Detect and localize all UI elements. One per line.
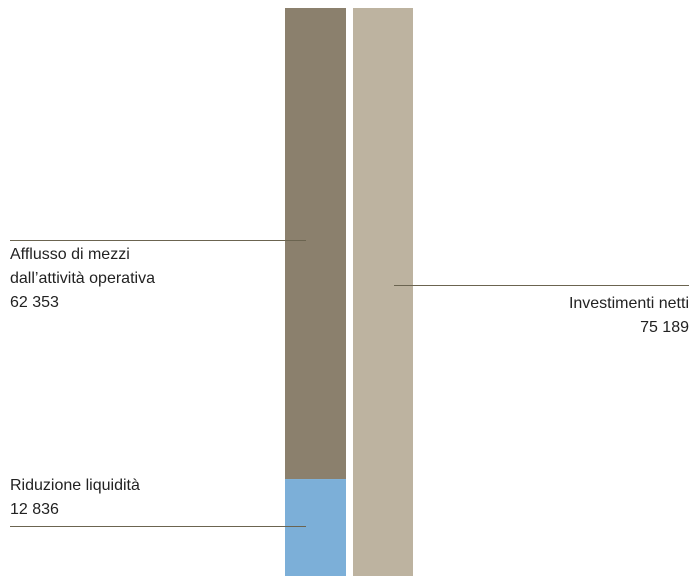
label-net-investments-line1: Investimenti netti (568, 295, 689, 312)
bar-segment-liquidity-reduction (285, 479, 346, 576)
label-net-investments: Investimenti netti 75 189 (569, 292, 689, 340)
bar-segment-net-investments (353, 8, 413, 576)
label-operating-inflow-line2: dall’attività operativa (10, 270, 155, 287)
bar-segment-operating-inflow (285, 8, 346, 480)
value-operating-inflow: 62 353 (10, 294, 59, 311)
label-operating-inflow-line1: Afflusso di mezzi (10, 246, 130, 263)
label-operating-inflow: Afflusso di mezzi dall’attività operativ… (10, 243, 155, 315)
label-liquidity-reduction: Riduzione liquidità 12 836 (10, 474, 140, 522)
value-net-investments: 75 189 (640, 319, 689, 336)
label-liquidity-reduction-line1: Riduzione liquidità (10, 477, 140, 494)
value-liquidity-reduction: 12 836 (10, 501, 59, 518)
